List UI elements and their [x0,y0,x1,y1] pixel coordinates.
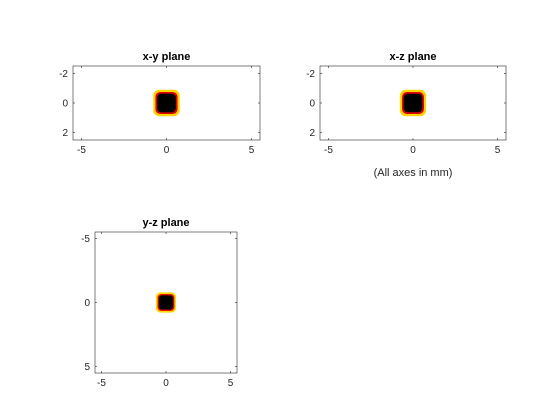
chart-title: x-y plane [143,51,191,63]
x-tick-label: -5 [324,145,333,156]
y-tick-label: -2 [59,69,68,80]
axes-x-y-plane: -5 0 5 -2 0 2 x-y plane [59,51,261,156]
chart-title: x-z plane [389,51,436,63]
x-tick-label: 5 [495,145,501,156]
axes-x-z-plane: -5 0 5 -2 0 2 x-z plane [306,51,507,156]
spot-core [157,93,176,113]
x-tick-label: 0 [410,145,416,156]
x-tick-label: -5 [77,145,86,156]
x-tick-label: 0 [163,378,169,389]
y-tick-label: 5 [84,362,90,373]
y-tick-label: -2 [306,69,315,80]
chart-title: y-z plane [142,217,189,229]
x-tick-label: 0 [164,145,170,156]
y-tick-label: 0 [309,99,315,110]
y-tick-label: 2 [62,128,68,139]
y-tick-label: 0 [62,99,68,110]
axes-y-z-plane: -5 0 5 -5 0 5 y-z plane [81,217,238,389]
x-tick-label: 5 [249,145,255,156]
spot-core [158,295,174,310]
y-tick-label: -5 [81,234,90,245]
x-tick-label: 5 [228,378,234,389]
y-tick-label: 2 [309,128,315,139]
units-note: (All axes in mm) [374,167,453,179]
y-tick-label: 0 [84,298,90,309]
spot-core [403,93,423,113]
x-tick-label: -5 [97,378,106,389]
